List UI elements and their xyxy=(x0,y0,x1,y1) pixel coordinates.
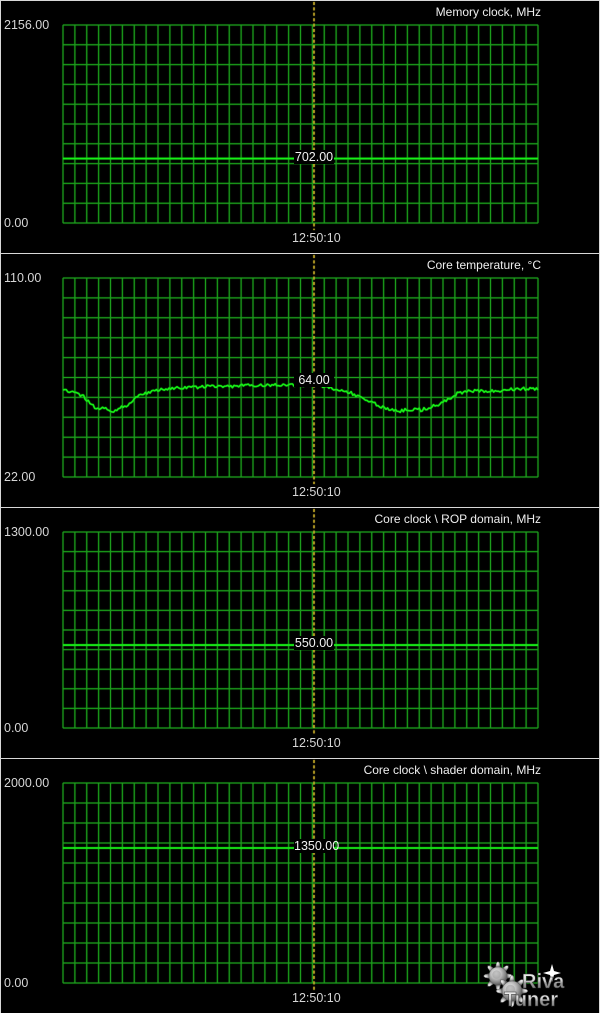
svg-text:Tuner: Tuner xyxy=(504,989,558,1011)
